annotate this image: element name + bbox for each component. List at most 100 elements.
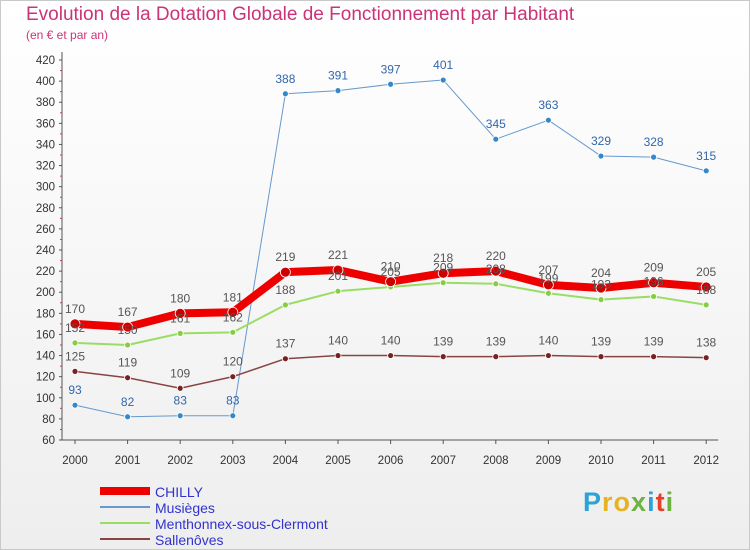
data-point-menthonnex-sous-clermont <box>229 328 237 336</box>
data-point-sallen-ves <box>124 374 131 382</box>
data-label-sallen-ves: 119 <box>118 356 137 370</box>
data-label-sallen-ves: 120 <box>223 355 243 369</box>
data-point-chilly <box>279 266 291 278</box>
data-label-musi-ges: 391 <box>328 69 348 83</box>
legend-label: Musièges <box>155 500 215 516</box>
data-point-menthonnex-sous-clermont <box>334 287 342 295</box>
data-label-menthonnex-sous-clermont: 188 <box>275 283 295 297</box>
data-point-menthonnex-sous-clermont <box>71 339 79 347</box>
x-tick-label: 2003 <box>220 455 246 467</box>
data-label-menthonnex-sous-clermont: 162 <box>223 310 243 324</box>
data-label-sallen-ves: 140 <box>538 334 558 348</box>
data-point-chilly <box>490 265 502 277</box>
data-label-menthonnex-sous-clermont: 150 <box>118 323 138 337</box>
data-point-menthonnex-sous-clermont <box>176 329 184 337</box>
data-point-chilly <box>122 321 133 333</box>
data-point-musi-ges <box>281 90 289 98</box>
chart-title: Evolution de la Dotation Globale de Fonc… <box>26 4 575 25</box>
x-tick-label: 2007 <box>430 455 456 467</box>
data-point-sallen-ves <box>71 367 79 375</box>
legend-swatch <box>100 522 150 524</box>
x-tick-label: 2002 <box>167 455 193 467</box>
data-point-menthonnex-sous-clermont <box>650 293 657 300</box>
data-label-musi-ges: 388 <box>275 72 295 86</box>
data-label-musi-ges: 345 <box>486 117 506 131</box>
line-chart: 60 80 100 120 140 160 180 200 220 240 260 280 300 320… <box>36 52 719 467</box>
data-point-musi-ges <box>71 401 79 409</box>
data-point-sallen-ves <box>492 353 500 361</box>
data-point-chilly <box>543 279 554 291</box>
data-point-musi-ges <box>229 412 237 420</box>
data-label-musi-ges: 83 <box>174 394 188 408</box>
data-label-chilly: 181 <box>223 290 243 304</box>
data-label-chilly: 167 <box>118 305 138 319</box>
legend-swatch <box>100 506 150 508</box>
x-tick-label: 2006 <box>378 455 404 467</box>
x-tick-label: 2010 <box>588 455 614 467</box>
data-label-menthonnex-sous-clermont: 209 <box>433 261 453 275</box>
data-point-musi-ges <box>387 80 395 88</box>
data-label-musi-ges: 329 <box>591 134 611 148</box>
data-label-musi-ges: 93 <box>68 383 82 397</box>
data-point-chilly <box>437 267 449 279</box>
y-tick-label: 360 <box>36 118 55 130</box>
legend-swatch <box>100 487 150 495</box>
data-label-menthonnex-sous-clermont: 199 <box>538 271 558 285</box>
legend-label: Menthonnex-sous-Clermont <box>155 516 328 532</box>
data-point-chilly <box>648 277 659 289</box>
data-point-sallen-ves <box>387 352 395 359</box>
data-point-menthonnex-sous-clermont <box>545 289 552 297</box>
y-tick-label: 180 <box>36 308 55 320</box>
x-tick-label: 2004 <box>273 455 299 467</box>
data-label-musi-ges: 315 <box>696 149 716 163</box>
data-label-sallen-ves: 137 <box>275 337 295 351</box>
data-point-musi-ges <box>439 76 447 84</box>
data-label-chilly: 218 <box>433 251 453 265</box>
data-point-menthonnex-sous-clermont <box>492 280 500 288</box>
data-label-sallen-ves: 109 <box>170 366 190 380</box>
data-point-sallen-ves <box>702 354 710 362</box>
data-label-musi-ges: 363 <box>538 98 558 112</box>
data-point-menthonnex-sous-clermont <box>597 296 605 304</box>
legend-label: Sallenôves <box>155 532 224 548</box>
data-label-chilly: 219 <box>275 250 295 264</box>
y-tick-label: 240 <box>36 245 55 257</box>
y-tick-label: 380 <box>36 97 55 109</box>
y-tick-label: 120 <box>36 372 55 384</box>
y-tick-label: 100 <box>36 393 55 405</box>
data-point-musi-ges <box>702 167 710 175</box>
data-label-sallen-ves: 140 <box>328 334 348 348</box>
data-label-musi-ges: 401 <box>433 58 453 72</box>
data-point-sallen-ves <box>229 373 237 381</box>
y-tick-label: 340 <box>36 139 55 151</box>
data-label-sallen-ves: 125 <box>65 349 85 363</box>
data-label-menthonnex-sous-clermont: 193 <box>591 278 611 292</box>
data-label-sallen-ves: 138 <box>696 336 716 350</box>
data-point-musi-ges <box>597 152 605 160</box>
data-label-menthonnex-sous-clermont: 152 <box>65 321 85 335</box>
data-point-musi-ges <box>176 412 184 420</box>
data-label-menthonnex-sous-clermont: 161 <box>170 311 190 325</box>
data-label-menthonnex-sous-clermont: 205 <box>381 265 401 279</box>
data-point-menthonnex-sous-clermont <box>702 301 710 309</box>
data-label-chilly: 221 <box>328 248 348 262</box>
data-point-menthonnex-sous-clermont <box>439 279 447 287</box>
y-tick-label: 220 <box>36 266 55 278</box>
data-point-chilly <box>174 307 186 319</box>
data-label-musi-ges: 82 <box>121 395 135 409</box>
data-label-sallen-ves: 139 <box>644 335 664 349</box>
data-point-chilly <box>700 281 712 293</box>
y-tick-label: 300 <box>36 182 55 194</box>
x-tick-label: 2008 <box>483 455 509 467</box>
y-tick-label: 200 <box>36 287 55 299</box>
data-label-chilly: 170 <box>65 302 85 316</box>
y-tick-label: 400 <box>36 76 55 88</box>
data-label-chilly: 205 <box>696 265 716 279</box>
data-label-menthonnex-sous-clermont: 196 <box>644 274 664 288</box>
data-point-sallen-ves <box>545 352 552 359</box>
data-point-sallen-ves <box>176 384 184 392</box>
data-label-sallen-ves: 140 <box>381 334 401 348</box>
data-point-musi-ges <box>124 413 131 421</box>
data-point-chilly <box>595 282 607 294</box>
data-label-chilly: 207 <box>538 263 558 277</box>
